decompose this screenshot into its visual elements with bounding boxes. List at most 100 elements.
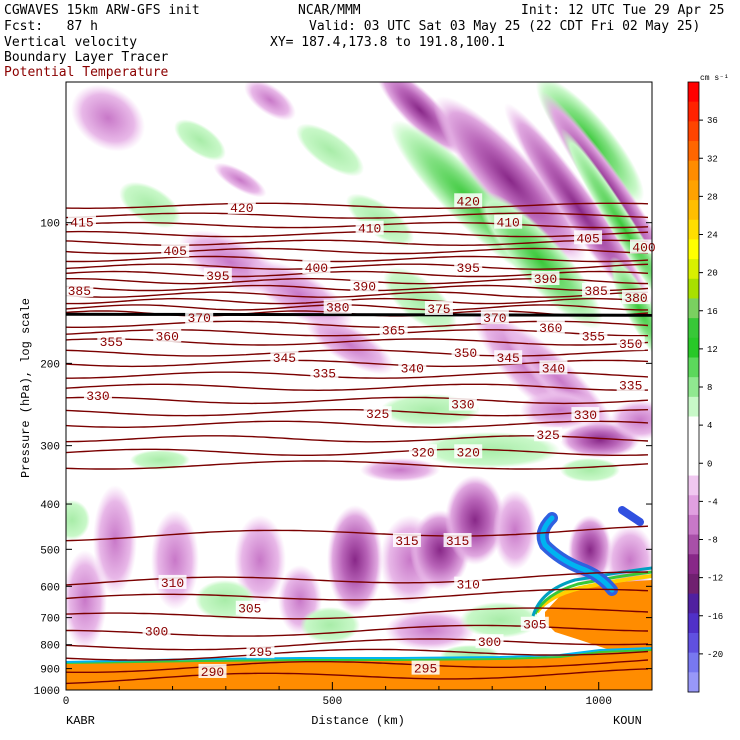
colorbar-label: 36 <box>707 116 718 126</box>
colorbar-swatch <box>688 121 699 142</box>
forecast-hour: Fcst: 87 h <box>4 19 98 34</box>
theta-label-bg <box>355 220 384 235</box>
theta-label: 380 <box>624 291 647 306</box>
theta-label-bg <box>235 600 264 615</box>
colorbar-swatch <box>688 219 699 240</box>
theta-contour <box>66 291 649 298</box>
plot-frame <box>65 81 653 691</box>
theta-label: 330 <box>86 389 109 404</box>
theta-label: 315 <box>395 534 418 549</box>
theta-label-bg <box>83 388 112 403</box>
colorbar-swatch <box>688 239 699 260</box>
theta-contour <box>66 668 649 685</box>
theta-label: 305 <box>238 602 261 617</box>
theta-label: 315 <box>446 534 469 549</box>
theta-label-bg <box>454 576 483 591</box>
colorbar-swatch <box>688 554 699 575</box>
theta-label-bg <box>411 660 440 675</box>
y-tick-label: 800 <box>40 641 60 653</box>
theta-contour <box>66 212 649 219</box>
left-station-label: KABR <box>66 714 95 728</box>
theta-label-bg <box>302 259 331 274</box>
theta-label-bg <box>534 427 563 442</box>
org-label: NCAR/MMM <box>298 3 361 18</box>
theta-label-bg <box>475 634 504 649</box>
y-axis-title: Pressure (hPa), log scale <box>19 298 33 478</box>
theta-label-bg <box>65 282 94 297</box>
y-tick-label: 700 <box>40 614 60 626</box>
x-tick-label: 500 <box>322 696 342 708</box>
colorbar-label: 16 <box>707 307 718 317</box>
theta-label-bg <box>97 333 126 348</box>
theta-label-bg <box>454 259 483 274</box>
theta-label-bg <box>574 230 603 245</box>
theta-label-bg <box>582 282 611 297</box>
theta-label: 330 <box>451 398 474 413</box>
colorbar-swatch <box>688 337 699 358</box>
colorbar: 36 32 28 24 20 16 12 8 4 0 -4 -8 -12 -16 -20 <box>687 81 723 693</box>
colorbar-swatch <box>688 141 699 162</box>
theta-label-bg <box>158 574 187 589</box>
theta-label: 400 <box>305 261 328 276</box>
colorbar-swatch <box>688 514 699 536</box>
x-axis: 0 500 1000 <box>63 682 653 708</box>
theta-contour <box>66 383 649 392</box>
colorbar-label: -16 <box>707 612 723 622</box>
theta-label: 355 <box>100 335 123 350</box>
theta-label-bg <box>616 377 645 392</box>
theta-label: 345 <box>273 351 296 366</box>
colorbar-swatch <box>688 278 699 299</box>
theta-label-bg <box>363 406 392 421</box>
colorbar-label: -20 <box>707 650 723 660</box>
theta-label: 325 <box>536 428 559 443</box>
colorbar-swatch <box>688 357 699 378</box>
y-tick-label: 400 <box>40 500 60 512</box>
theta-label: 410 <box>358 222 381 237</box>
theta-label: 300 <box>478 635 501 650</box>
colorbar-label: -8 <box>707 536 718 546</box>
colorbar-swatch <box>688 200 699 221</box>
theta-label-bg <box>198 663 227 678</box>
theta-contour <box>66 607 649 620</box>
theta-contour <box>66 525 649 542</box>
colorbar-swatch <box>688 613 699 634</box>
theta-label: 360 <box>539 321 562 336</box>
x-axis-title: Distance (km) <box>311 714 405 728</box>
theta-label: 420 <box>457 194 480 209</box>
theta-label-bg <box>398 360 427 375</box>
theta-label: 395 <box>457 261 480 276</box>
theta-label: 350 <box>454 346 477 361</box>
field-boundary-layer-tracer: Boundary Layer Tracer <box>4 50 169 65</box>
theta-label-bg <box>448 396 477 411</box>
cross-section-coords: XY= 187.4,173.8 to 191.8,100.1 <box>270 35 505 50</box>
theta-label: 420 <box>230 201 253 216</box>
colorbar-swatch <box>688 160 699 181</box>
theta-label: 310 <box>161 576 184 591</box>
y-tick-label: 100 <box>40 219 60 231</box>
theta-label: 380 <box>326 301 349 316</box>
theta-contour <box>66 448 649 456</box>
theta-label-bg <box>520 616 549 631</box>
colorbar-swatch <box>688 672 699 693</box>
theta-contour <box>66 396 649 405</box>
theta-label-bg <box>270 350 299 365</box>
theta-label-bg <box>494 350 523 365</box>
theta-label: 330 <box>574 408 597 423</box>
theta-label: 340 <box>401 361 424 376</box>
theta-contour <box>66 588 649 601</box>
theta-label: 375 <box>427 302 450 317</box>
y-tick-label: 600 <box>40 582 60 594</box>
theta-label: 370 <box>483 311 506 326</box>
theta-label: 355 <box>582 329 605 344</box>
theta-label: 405 <box>164 244 187 259</box>
theta-contour <box>66 648 649 661</box>
theta-label: 385 <box>68 284 91 299</box>
theta-label-bg <box>630 239 659 254</box>
colorbar-swatch <box>688 475 699 496</box>
theta-label: 310 <box>457 578 480 593</box>
colorbar-swatch <box>688 534 699 555</box>
x-tick-label: 0 <box>63 696 70 708</box>
theta-label-bg <box>161 243 190 258</box>
colorbar-swatch <box>688 495 699 516</box>
